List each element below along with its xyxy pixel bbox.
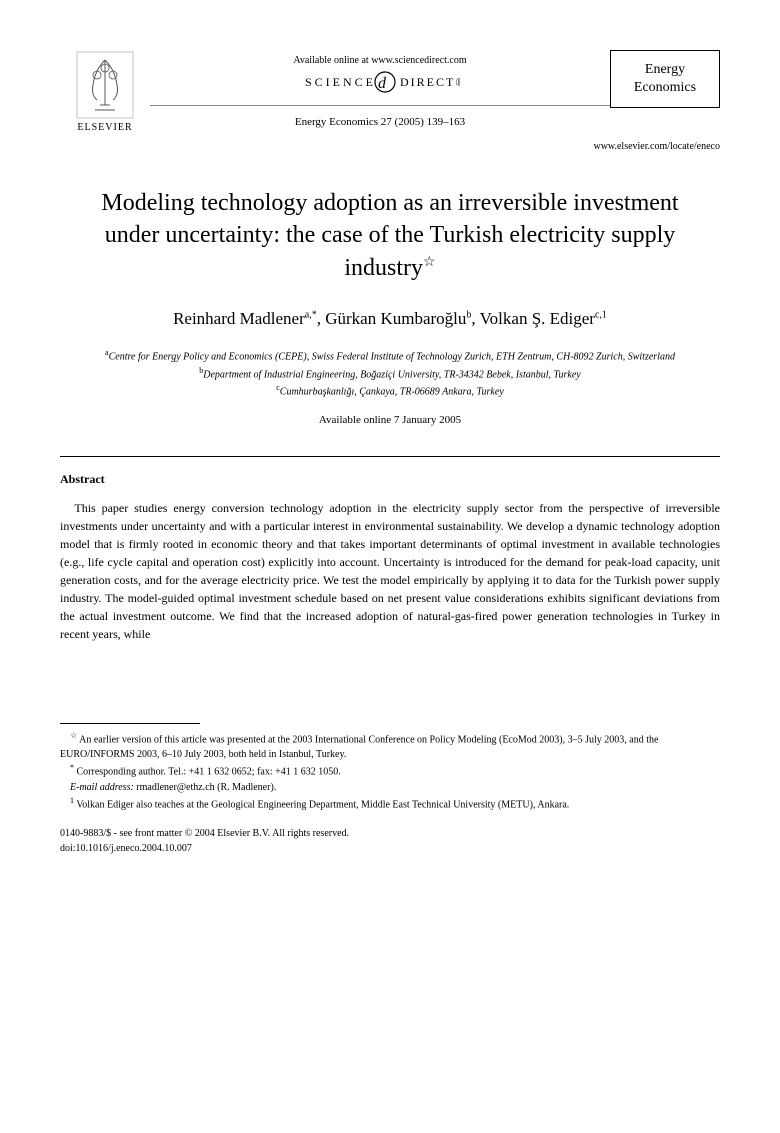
affiliation-b: bDepartment of Industrial Engineering, B… — [60, 365, 720, 382]
svg-text:d: d — [378, 75, 387, 92]
affiliation-a: aCentre for Energy Policy and Economics … — [60, 347, 720, 364]
footnotes: ☆ An earlier version of this article was… — [60, 730, 720, 812]
title-note-mark: ☆ — [423, 255, 436, 270]
available-date: Available online 7 January 2005 — [60, 414, 720, 426]
abstract-divider — [60, 456, 720, 457]
available-online-text: Available online at www.sciencedirect.co… — [150, 55, 610, 66]
journal-box: Energy Economics — [610, 50, 720, 108]
issn-line: 0140-9883/$ - see front matter © 2004 El… — [60, 826, 720, 841]
author-2-sup: b — [466, 310, 471, 321]
fn-1-mark: 1 — [70, 796, 74, 805]
footnote-email: E-mail address: rmadlener@ethz.ch (R. Ma… — [60, 780, 720, 795]
svg-text:SCIENCE: SCIENCE — [305, 75, 376, 89]
abstract-body: This paper studies energy conversion tec… — [60, 499, 720, 643]
author-3-sup: c,1 — [595, 310, 607, 321]
sciencedirect-logo: SCIENCE d DIRECT® — [150, 70, 610, 101]
svg-text:DIRECT®: DIRECT® — [400, 75, 460, 89]
publisher-name: ELSEVIER — [77, 122, 132, 133]
aff-b-text: Department of Industrial Engineering, Bo… — [203, 369, 580, 380]
email-value: rmadlener@ethz.ch (R. Madlener). — [136, 782, 276, 793]
fn-corr-text: Corresponding author. Tel.: +41 1 632 06… — [77, 767, 341, 778]
affiliation-c: cCumhurbaşkanlığı, Çankaya, TR-06689 Ank… — [60, 382, 720, 399]
journal-name-line1: Energy — [625, 61, 705, 79]
citation: Energy Economics 27 (2005) 139–163 — [150, 116, 610, 128]
affiliations: aCentre for Energy Policy and Economics … — [60, 347, 720, 399]
fn-1-text: Volkan Ediger also teaches at the Geolog… — [76, 799, 569, 810]
author-2: Gürkan Kumbaroğlu — [325, 309, 466, 328]
locate-url: www.elsevier.com/locate/eneco — [60, 141, 720, 152]
aff-c-text: Cumhurbaşkanlığı, Çankaya, TR-06689 Anka… — [280, 386, 504, 397]
authors-line: Reinhard Madlenera,*, Gürkan Kumbaroğlub… — [60, 309, 720, 329]
email-label: E-mail address: — [70, 782, 134, 793]
journal-name-line2: Economics — [625, 79, 705, 97]
fn-corr-mark: * — [70, 763, 74, 772]
publisher-block: ELSEVIER — [60, 50, 150, 133]
abstract-heading: Abstract — [60, 472, 720, 487]
bottom-info: 0140-9883/$ - see front matter © 2004 El… — [60, 826, 720, 856]
fn-star-text: An earlier version of this article was p… — [60, 734, 658, 760]
author-1-sup: a,* — [305, 310, 317, 321]
doi-line: doi:10.1016/j.eneco.2004.10.007 — [60, 841, 720, 856]
header-center: Available online at www.sciencedirect.co… — [150, 50, 610, 128]
aff-a-text: Centre for Energy Policy and Economics (… — [109, 352, 675, 363]
title-text: Modeling technology adoption as an irrev… — [101, 190, 678, 281]
footnote-corresponding: * Corresponding author. Tel.: +41 1 632 … — [60, 762, 720, 779]
footnote-1: 1 Volkan Ediger also teaches at the Geol… — [60, 795, 720, 812]
footnotes-divider — [60, 723, 200, 724]
author-1: Reinhard Madlener — [173, 309, 305, 328]
header-row: ELSEVIER Available online at www.science… — [60, 50, 720, 133]
footnote-star: ☆ An earlier version of this article was… — [60, 730, 720, 762]
fn-star-mark: ☆ — [70, 731, 77, 740]
elsevier-tree-icon — [75, 50, 135, 120]
author-3: Volkan Ş. Ediger — [480, 309, 595, 328]
article-title: Modeling technology adoption as an irrev… — [80, 187, 700, 284]
